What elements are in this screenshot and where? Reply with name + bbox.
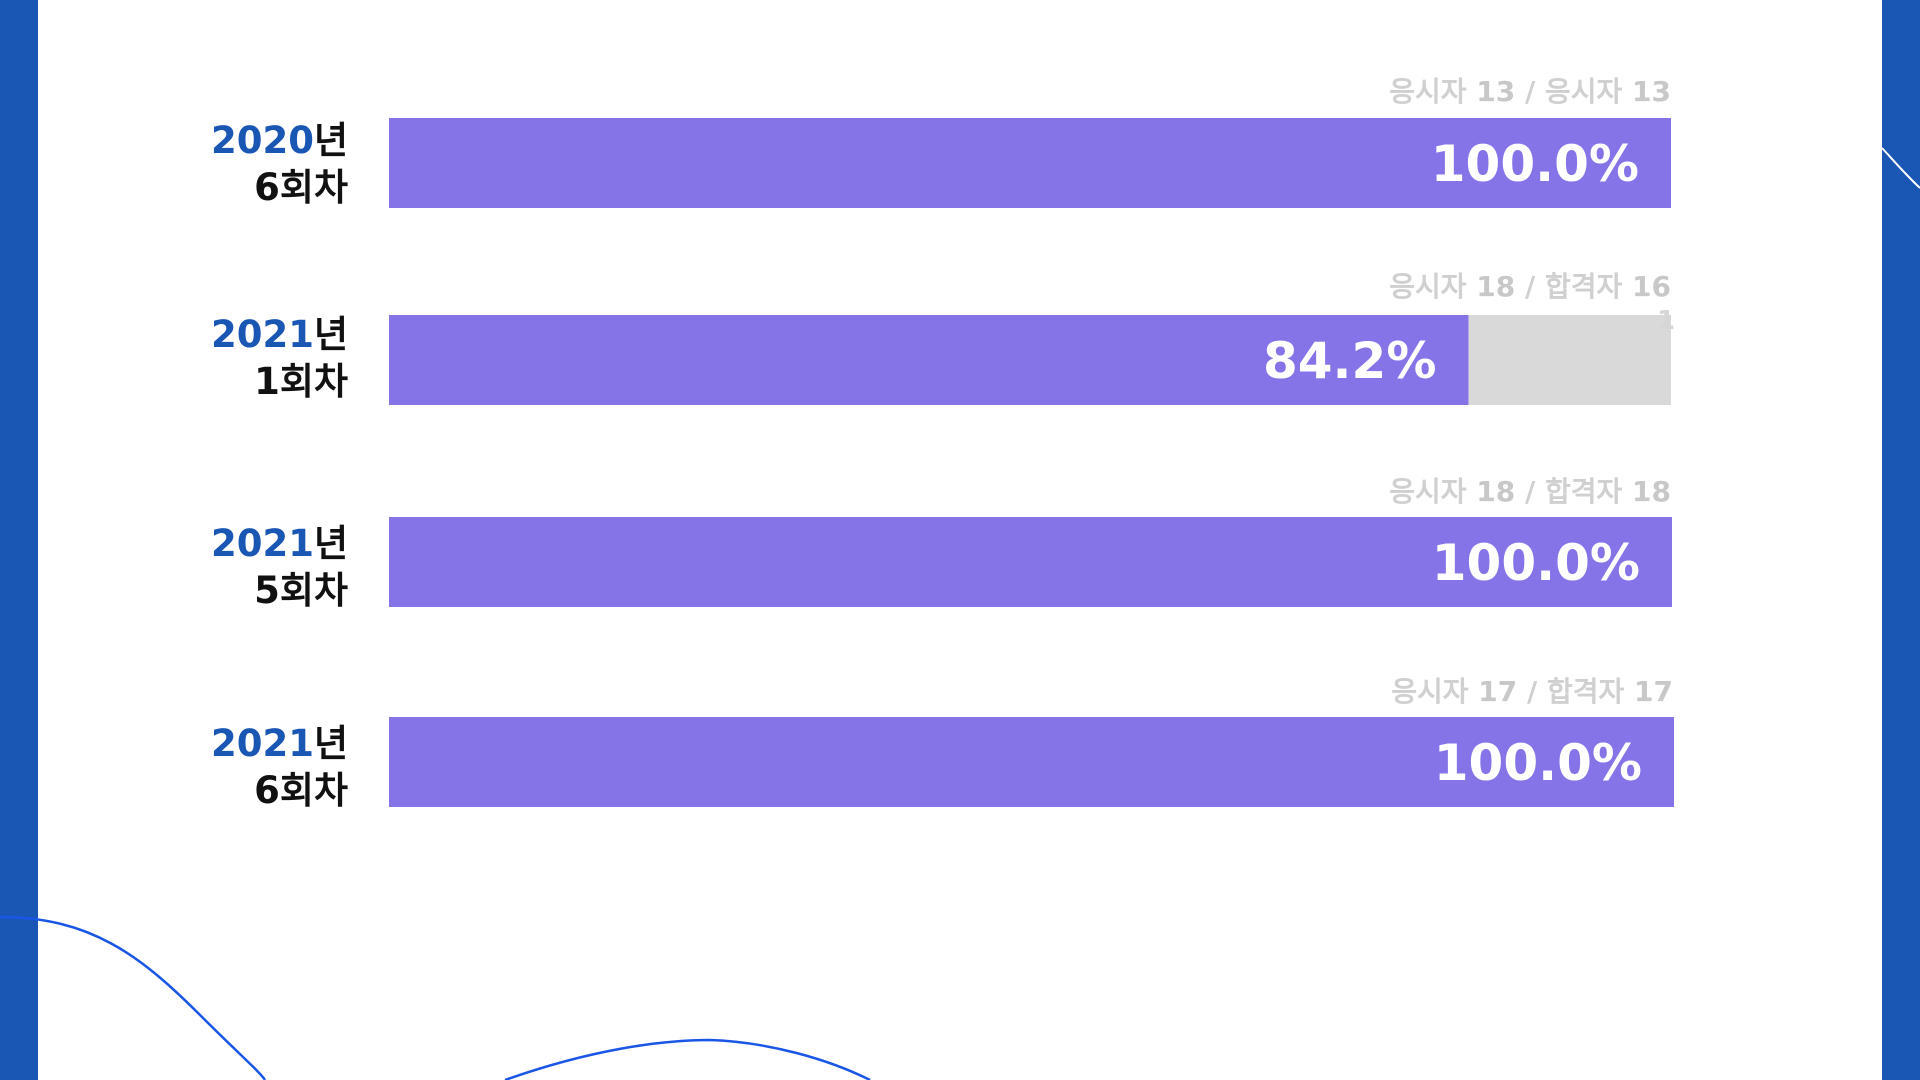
stat-label-b-1: 합격자 xyxy=(1545,270,1623,303)
stat-sep-3: / xyxy=(1527,675,1538,708)
bar-pass-label-2: 100.0% xyxy=(1432,534,1640,592)
stat-label-a-2: 응시자 xyxy=(1389,475,1467,508)
row-year-1: 2021 xyxy=(210,313,314,356)
stat-value-a-2: 18 xyxy=(1476,475,1516,508)
stat-value-b-3: 17 xyxy=(1634,675,1673,708)
row-year-0: 2020 xyxy=(210,119,314,162)
row-year-suffix-2: 년 xyxy=(313,522,348,565)
stat-value-b-0: 13 xyxy=(1632,75,1671,108)
row-year-suffix-3: 년 xyxy=(313,722,348,765)
stat-sep-2: / xyxy=(1525,475,1536,508)
bar-pass-label-3: 100.0% xyxy=(1434,734,1642,792)
bar-pass-label-0: 100.0% xyxy=(1431,135,1639,193)
row-year-2: 2021 xyxy=(210,522,314,565)
bar-pass-1 xyxy=(389,315,1469,405)
bar-pass-label-1: 84.2% xyxy=(1263,332,1436,390)
stat-overflow-char: 1 xyxy=(1657,306,1676,336)
stat-value-b-2: 18 xyxy=(1632,475,1671,508)
right-border-bar xyxy=(1882,0,1920,1080)
stat-label-b-0: 응시자 xyxy=(1545,75,1623,108)
row-label-3: 2021년 6회차 xyxy=(211,720,348,814)
row-year-suffix-1: 년 xyxy=(313,313,348,356)
row-label-0: 2020년 6회차 xyxy=(211,117,348,211)
stat-sep-1: / xyxy=(1525,270,1536,303)
stat-line-3: 응시자 17 / 합격자 17 xyxy=(1391,670,1673,710)
stat-value-a-0: 13 xyxy=(1476,75,1516,108)
row-round-0: 6회차 xyxy=(254,166,348,209)
row-round-3: 6회차 xyxy=(254,769,348,812)
row-round-2: 5회차 xyxy=(254,569,348,612)
stat-label-a-1: 응시자 xyxy=(1389,270,1467,303)
stat-label-b-2: 합격자 xyxy=(1545,475,1623,508)
stat-label-a-0: 응시자 xyxy=(1389,75,1467,108)
row-year-3: 2021 xyxy=(210,722,314,765)
stat-value-b-1: 16 xyxy=(1632,270,1671,303)
row-year-suffix-0: 년 xyxy=(313,119,348,162)
stat-label-b-3: 합격자 xyxy=(1547,675,1625,708)
bar-pass-2 xyxy=(389,517,1672,607)
left-border-bar xyxy=(0,0,38,1080)
stat-value-a-1: 18 xyxy=(1476,270,1516,303)
stat-line-1: 응시자 18 / 합격자 16 xyxy=(1389,265,1671,305)
stat-line-2: 응시자 18 / 합격자 18 xyxy=(1389,470,1671,510)
row-label-2: 2021년 5회차 xyxy=(211,520,348,614)
row-round-1: 1회차 xyxy=(254,360,348,403)
row-label-1: 2021년 1회차 xyxy=(211,311,348,405)
stat-label-a-3: 응시자 xyxy=(1391,675,1469,708)
stat-sep-0: / xyxy=(1525,75,1536,108)
bar-pass-3 xyxy=(389,717,1674,807)
stat-line-0: 응시자 13 / 응시자 13 xyxy=(1389,70,1671,110)
stat-value-a-3: 17 xyxy=(1478,675,1518,708)
bar-pass-0 xyxy=(389,118,1671,208)
